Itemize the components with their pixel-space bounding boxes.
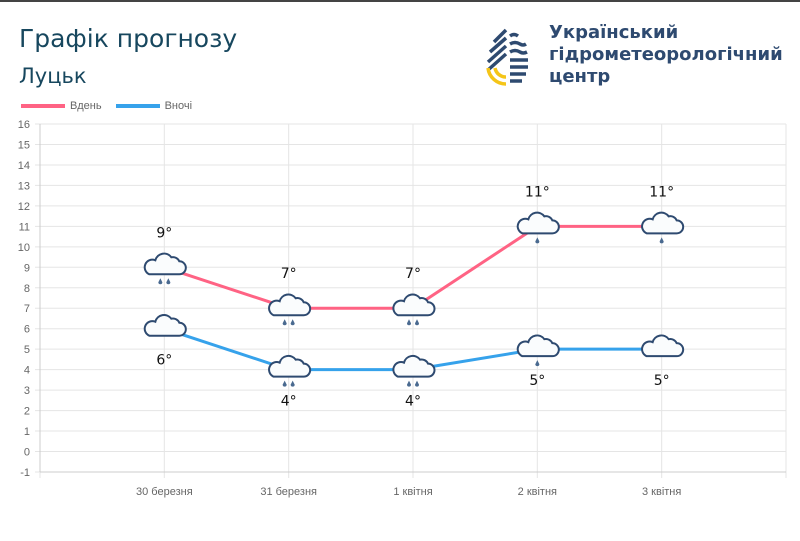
raindrop [415,380,419,387]
raindrop [535,237,540,244]
hydromet-logo-icon [486,28,528,86]
raindrop [290,319,295,326]
data-label: 4° [405,394,421,410]
raindrop [158,278,163,285]
logo-line: центр [549,66,611,87]
x-tick-label: 30 березня [136,486,193,498]
y-tick-label: 3 [24,385,30,397]
y-tick-label: 5 [24,344,30,356]
x-tick-label: 2 квітня [518,486,557,498]
data-label: 6° [156,353,172,369]
logo-line: Український [549,22,679,43]
x-tick-label: 3 квітня [642,486,681,498]
y-tick-label: 14 [18,160,30,172]
cloud-rain-2-icon [392,293,436,326]
cloud-shape [392,354,436,378]
raindrop [166,278,171,285]
cloud-rain-2-icon [143,252,187,285]
cloud-icon [641,334,685,358]
cloud-shape [641,334,685,358]
data-label: 7° [405,266,421,282]
raindrop [407,319,411,326]
chart-legend: Вдень Вночі [21,100,206,112]
y-tick-label: 13 [18,180,30,192]
raindrop [282,319,287,326]
y-tick-label: 8 [24,283,30,295]
data-label: 9° [156,225,172,241]
cloud-shape [268,354,312,378]
y-tick-label: 10 [18,242,30,254]
data-label: 11° [649,184,674,200]
y-tick-label: -1 [20,467,30,479]
cloud-rain-1-icon [516,334,560,367]
legend-item-night[interactable]: Вночі [115,100,193,112]
raindrop [659,237,664,244]
cloud-rain-2-icon [392,354,436,387]
raindrop [535,360,540,367]
y-tick-label: 15 [18,139,30,151]
page-title: Графік прогнозу [19,24,238,53]
cloud-shape [641,211,685,235]
x-tick-label: 31 березня [260,486,317,498]
cloud-shape [516,334,560,358]
city-name: Луцьк [19,64,87,88]
cloud-shape [516,211,560,235]
cloud-shape [268,293,312,317]
y-tick-label: 7 [24,303,30,315]
raindrop [290,380,295,387]
x-tick-label: 1 квітня [393,486,432,498]
data-label: 4° [281,394,297,410]
legend-label-night: Вночі [164,100,193,112]
cloud-shape [143,313,187,337]
raindrop [415,319,419,326]
cloud-shape [392,293,436,317]
legend-swatch-day [21,104,65,108]
raindrop [282,380,287,387]
cloud-rain-1-icon [641,211,685,244]
raindrop [407,380,411,387]
y-tick-label: 12 [18,201,30,213]
y-tick-label: 9 [24,262,30,274]
legend-label-day: Вдень [70,100,102,112]
y-tick-label: 16 [18,119,30,131]
y-tick-label: 4 [24,365,30,377]
y-tick-label: 6 [24,324,30,336]
data-label: 7° [281,266,297,282]
logo-text: Український гідрометеорологічний центр [549,22,783,88]
cloud-rain-1-icon [516,211,560,244]
data-label: 5° [529,373,545,389]
y-tick-label: 11 [19,221,30,233]
cloud-icon [143,313,187,337]
top-border [0,0,800,2]
cloud-shape [143,252,187,276]
cloud-rain-2-icon [268,354,312,387]
cloud-rain-2-icon [268,293,312,326]
data-label: 5° [654,373,670,389]
legend-swatch-night [115,104,160,108]
legend-item-day[interactable]: Вдень [21,100,102,112]
y-tick-label: 1 [24,426,30,438]
data-label: 11° [525,184,550,200]
y-tick-label: 0 [24,447,30,459]
logo-line: гідрометеорологічний [549,44,783,65]
y-tick-label: 2 [24,406,30,418]
